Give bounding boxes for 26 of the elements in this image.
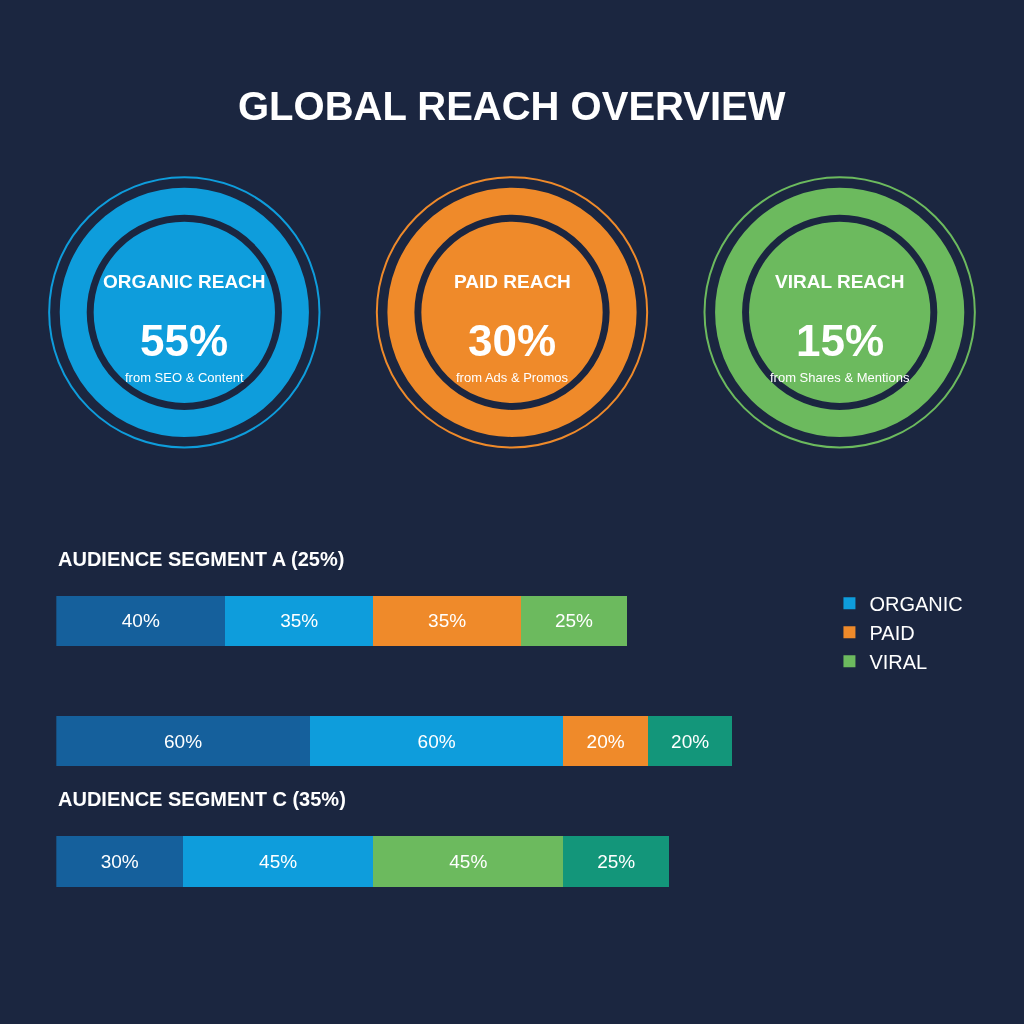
legend-label: VIRAL [869,650,928,673]
legend-label: PAID [869,621,915,644]
y-tick-label: AUDIENCE SEGMENT C (35%) [58,788,346,810]
data-label: 60% [417,730,456,752]
category-label: PAID REACH [454,271,571,292]
data-label: 45% [259,850,298,872]
category-label: VIRAL REACH [775,271,905,292]
data-label: 20% [671,730,710,752]
text: from Ads & Promos [456,370,569,385]
legend-label: ORGANIC [869,592,963,615]
data-label: 40% [121,610,160,632]
data-label: 35% [428,610,467,632]
data-label: 30% [100,850,139,872]
text: GLOBAL REACH OVERVIEW [238,84,786,128]
data-label: 25% [554,610,594,632]
category-label: ORGANIC REACH [103,271,266,292]
data-label: 60% [164,730,203,752]
data-label: 20% [586,730,625,752]
text: 30% [468,316,557,365]
text: from SEO & Content [125,370,244,385]
y-tick-label: AUDIENCE SEGMENT A (25%) [58,548,345,570]
data-label: 45% [449,850,488,872]
data-label: 25% [597,850,636,872]
data-label: 35% [280,610,319,632]
text: 15% [796,316,885,365]
text: 55% [140,316,229,365]
